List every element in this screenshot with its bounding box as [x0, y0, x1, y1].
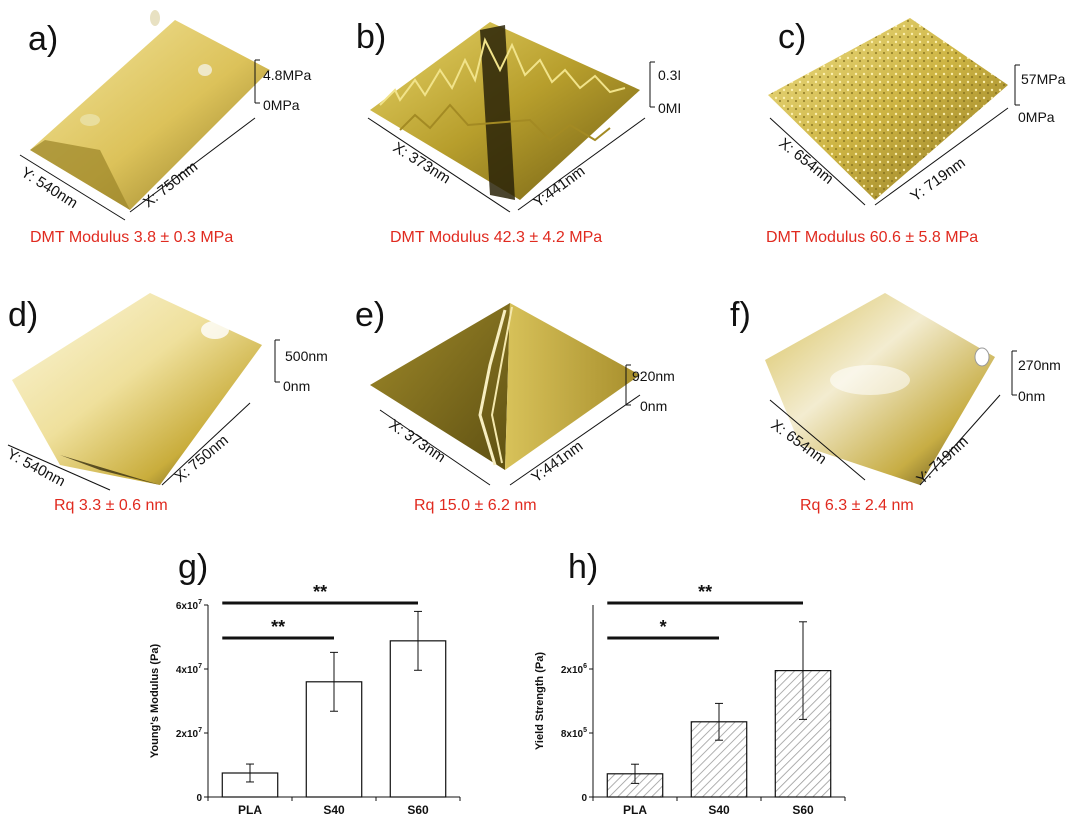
- scale-bottom-e: 0nm: [640, 398, 667, 414]
- panel-letter-b: b): [356, 18, 387, 56]
- h-category-s40: S40: [708, 803, 730, 817]
- caption-d: Rq 3.3 ± 0.6 nm: [54, 497, 168, 514]
- g-ytick-label-3: 6x107: [176, 599, 202, 612]
- g-y-label: Young's Modulus (Pa): [149, 644, 161, 759]
- afm-map-c: 57MPa 0MPa X: 654nm Y: 719nm: [768, 18, 1066, 206]
- h-y-label: Yield Strength (Pa): [534, 652, 546, 750]
- caption-a: DMT Modulus 3.8 ± 0.3 MPa: [30, 229, 234, 246]
- scale-bottom-c: 0MPa: [1018, 109, 1055, 125]
- h-category-s60: S60: [792, 803, 814, 817]
- afm-map-a: 4.8MPa 0MPa Y: 540nm X: 750nm: [18, 10, 311, 221]
- scale-bottom-f: 0nm: [1018, 388, 1045, 404]
- h-category-pla: PLA: [623, 803, 647, 817]
- g-significance-label-0: **: [271, 617, 285, 637]
- scale-bottom-a: 0MPa: [263, 97, 300, 113]
- caption-b: DMT Modulus 42.3 ± 4.2 MPa: [390, 229, 603, 246]
- surface-e-left: [370, 303, 510, 470]
- youngs-modulus-chart: 0 2x107 4x107 6x107 Young's Modulus (Pa) PLA S…: [149, 582, 461, 817]
- surface-a: [30, 20, 270, 210]
- yield-strength-chart: 0 8x105 2x106 Yield Strength (Pa) PLA S40 S60 *…: [534, 582, 846, 817]
- surface-d: [12, 293, 262, 485]
- panel-letter-f: f): [730, 296, 751, 334]
- h-significance-label-1: **: [698, 582, 712, 602]
- g-significance-label-1: **: [313, 582, 327, 602]
- afm-map-f: 270nm 0nm X: 654nm Y: 719nm: [765, 293, 1061, 488]
- scale-top-a: 4.8MPa: [263, 67, 311, 83]
- panel-letter-d: d): [8, 296, 39, 334]
- afm-map-d: 500nm 0nm Y: 540nm X: 750nm: [4, 293, 328, 491]
- panel-letter-g: g): [178, 548, 209, 586]
- h-ytick-label-2: 2x106: [561, 663, 587, 676]
- h-ytick-label-1: 8x105: [561, 727, 587, 740]
- panel-letter-a: a): [28, 20, 59, 58]
- panel-letter-c: c): [778, 18, 807, 56]
- scale-top-f: 270nm: [1018, 357, 1061, 373]
- caption-e: Rq 15.0 ± 6.2 nm: [414, 497, 537, 514]
- scale-bottom-b: 0MPa: [658, 100, 680, 116]
- scale-bottom-d: 0nm: [283, 378, 310, 394]
- afm-map-e: 920nm 0nm X: 373nm Y:441nm: [370, 303, 675, 486]
- caption-c: DMT Modulus 60.6 ± 5.8 MPa: [766, 229, 979, 246]
- scale-top-d: 500nm: [285, 348, 328, 364]
- g-ytick-label-1: 2x107: [176, 727, 202, 740]
- g-category-s60: S60: [407, 803, 429, 817]
- g-category-s40: S40: [323, 803, 345, 817]
- panel-letter-h: h): [568, 548, 599, 586]
- panel-letter-e: e): [355, 296, 386, 334]
- scale-top-c: 57MPa: [1021, 71, 1066, 87]
- h-bar-s40: [690, 721, 748, 798]
- g-category-pla: PLA: [238, 803, 262, 817]
- g-ytick-label-0: 0: [196, 793, 202, 804]
- surface-e-right: [505, 303, 640, 470]
- caption-f: Rq 6.3 ± 2.4 nm: [800, 497, 914, 514]
- h-ytick-label-0: 0: [581, 793, 587, 804]
- g-ytick-label-2: 4x107: [176, 663, 202, 676]
- h-significance-label-0: *: [660, 617, 667, 637]
- scale-top-e: 920nm: [632, 368, 675, 384]
